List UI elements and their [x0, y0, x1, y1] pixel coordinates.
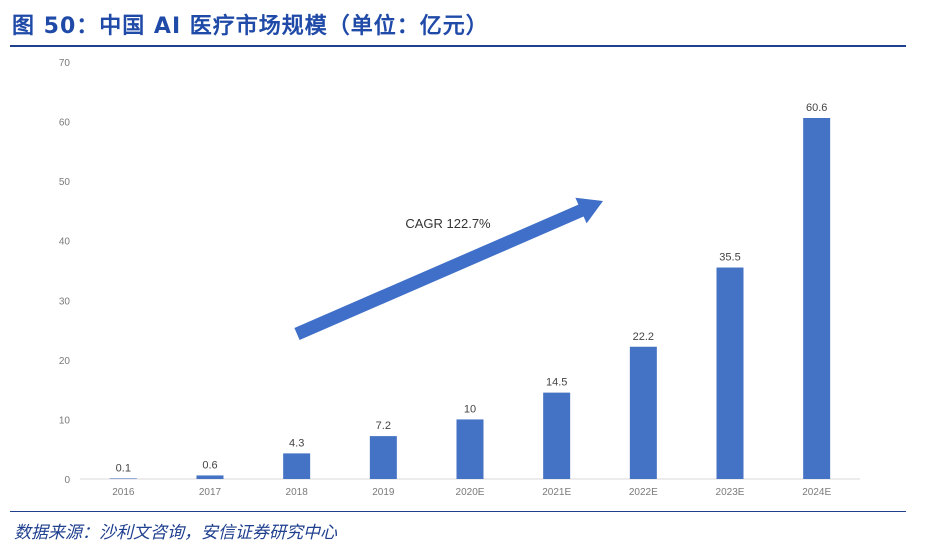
y-tick-label: 10 [59, 415, 71, 426]
data-labels: 0.1 0.6 4.3 7.2 10 14.5 22.2 35.5 60.6 [116, 102, 828, 474]
data-label: 35.5 [719, 252, 740, 264]
bar-chart: 0 10 20 30 40 50 60 70 0.1 0.6 4.3 7.2 10 14.5 22.2 35… [59, 58, 860, 498]
x-tick-label: 2024E [802, 487, 831, 498]
data-label: 10 [464, 403, 476, 415]
source-rule [10, 511, 906, 512]
y-axis: 0 10 20 30 40 50 60 70 [59, 58, 71, 486]
bar [196, 475, 224, 479]
bars [109, 117, 831, 480]
x-tick-label: 2016 [112, 487, 135, 498]
cagr-arrow-icon [294, 197, 603, 340]
y-tick-label: 40 [59, 237, 71, 248]
x-tick-label: 2018 [286, 487, 309, 498]
x-tick-label: 2023E [716, 487, 745, 498]
x-tick-label: 2019 [372, 487, 395, 498]
y-tick-label: 30 [59, 296, 71, 307]
x-tick-label: 2017 [199, 487, 222, 498]
y-tick-label: 20 [59, 356, 71, 367]
y-tick-label: 70 [59, 58, 71, 69]
data-label: 22.2 [633, 331, 654, 343]
x-tick-label: 2022E [629, 487, 658, 498]
bar [716, 267, 744, 479]
data-label: 7.2 [376, 420, 391, 432]
data-label: 4.3 [289, 437, 304, 449]
bar [456, 419, 484, 479]
data-label: 0.1 [116, 462, 131, 474]
x-tick-label: 2020E [456, 487, 485, 498]
bar [369, 436, 397, 479]
x-tick-label: 2021E [542, 487, 571, 498]
data-label: 0.6 [202, 459, 217, 471]
bar [543, 392, 571, 479]
y-tick-label: 60 [59, 118, 71, 129]
title-rule [10, 45, 906, 47]
y-tick-label: 0 [64, 475, 70, 486]
bar [803, 117, 831, 480]
source-note: 数据来源：沙利文咨询，安信证券研究中心 [14, 523, 337, 543]
data-label: 60.6 [806, 102, 827, 114]
chart-title: 图 50：中国 AI 医疗市场规模（单位：亿元） [12, 14, 489, 39]
cagr-annotation: CAGR 122.7% [405, 216, 491, 231]
bar [629, 346, 657, 479]
data-label: 14.5 [546, 377, 567, 389]
x-axis: 2016 2017 2018 2019 2020E 2021E 2022E 2023E 2024… [112, 487, 831, 498]
bar [283, 453, 311, 479]
bar [109, 478, 137, 479]
y-tick-label: 50 [59, 177, 71, 188]
